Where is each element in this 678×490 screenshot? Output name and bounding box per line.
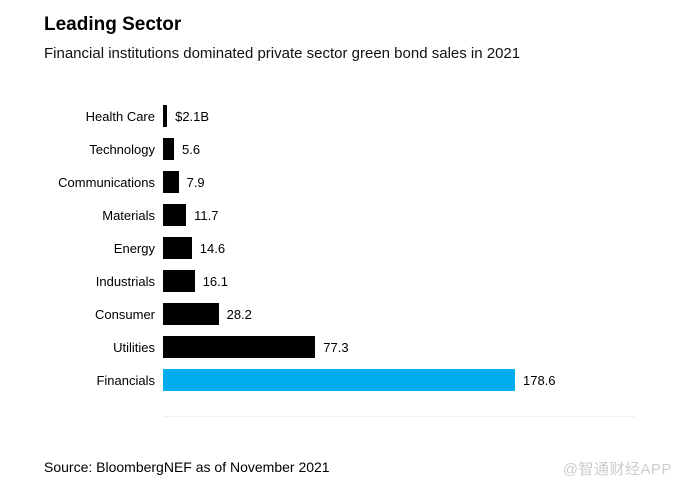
watermark: @智通财经APP — [562, 461, 672, 478]
bar-track: $2.1B — [163, 105, 210, 128]
axis-baseline — [163, 416, 635, 417]
chart-row: Materials 11.7 — [44, 199, 678, 232]
category-label: Utilities — [113, 339, 155, 355]
category-label: Health Care — [85, 108, 155, 124]
bar — [163, 204, 187, 227]
bar — [163, 336, 316, 359]
bar — [163, 138, 174, 161]
bar — [163, 171, 179, 194]
value-label: 16.1 — [202, 273, 228, 289]
bar-track: 28.2 — [163, 303, 252, 326]
value-label: 7.9 — [186, 174, 205, 190]
value-label: 11.7 — [194, 207, 219, 223]
category-label: Consumer — [95, 306, 155, 322]
value-label: 5.6 — [182, 141, 201, 157]
category-label: Financials — [96, 372, 155, 388]
source-note: Source: BloombergNEF as of November 2021 — [44, 459, 330, 475]
chart-subtitle: Financial institutions dominated private… — [44, 45, 521, 62]
chart-row: Utilities 77.3 — [44, 331, 678, 364]
bar — [163, 303, 219, 326]
category-label: Energy — [113, 240, 155, 256]
chart-row: Industrials 16.1 — [44, 265, 678, 298]
bar-track: 178.6 — [163, 369, 556, 392]
category-label: Technology — [89, 141, 155, 157]
bar-track: 77.3 — [163, 336, 349, 359]
bar-chart: Health Care $2.1B Technology 5.6 Communicati… — [44, 100, 678, 397]
category-label: Communications — [58, 174, 155, 190]
chart-row: Communications 7.9 — [44, 166, 678, 199]
chart-row: Technology 5.6 — [44, 133, 678, 166]
bar — [163, 105, 168, 128]
bar — [163, 270, 195, 293]
value-label: $2.1B — [175, 108, 210, 124]
chart-row: Financials 178.6 — [44, 364, 678, 397]
chart-title: Leading Sector — [44, 14, 182, 35]
value-label: 28.2 — [226, 306, 252, 322]
bar — [163, 369, 515, 392]
bar — [163, 237, 192, 260]
bar-track: 14.6 — [163, 237, 226, 260]
value-label: 14.6 — [199, 240, 226, 256]
chart-row: Energy 14.6 — [44, 232, 678, 265]
chart-row: Health Care $2.1B — [44, 100, 678, 133]
category-label: Industrials — [95, 273, 155, 289]
bar-track: 16.1 — [163, 270, 228, 293]
value-label: 77.3 — [323, 339, 349, 355]
bar-track: 11.7 — [163, 204, 219, 227]
value-label: 178.6 — [523, 372, 556, 388]
category-label: Materials — [102, 207, 155, 223]
chart-row: Consumer 28.2 — [44, 298, 678, 331]
bar-track: 5.6 — [163, 138, 201, 161]
bar-track: 7.9 — [163, 171, 205, 194]
